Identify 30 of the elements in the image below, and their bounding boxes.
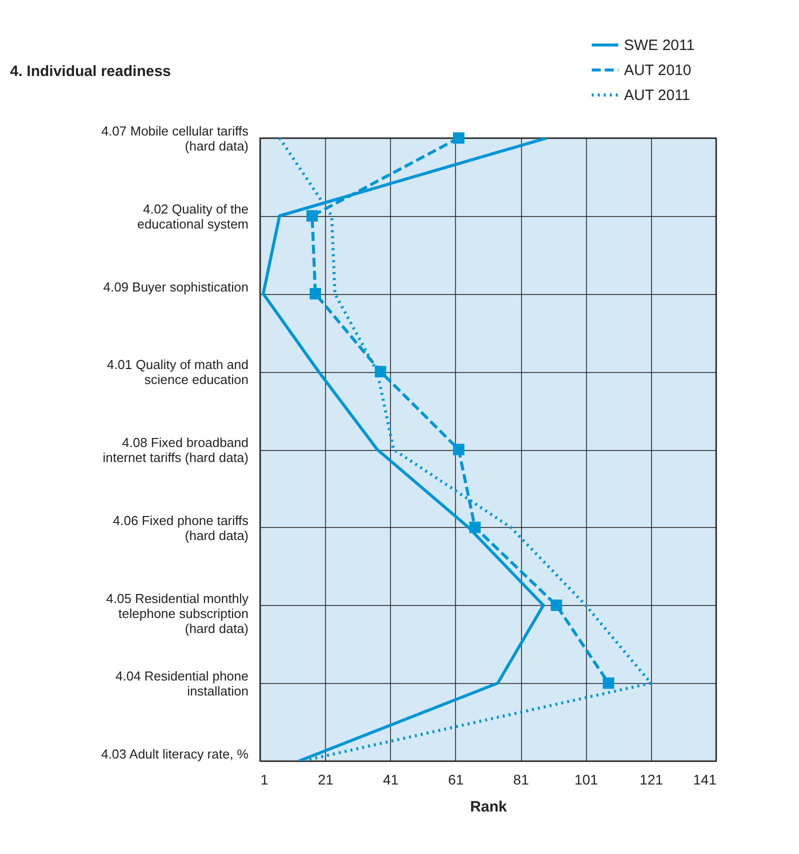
legend-label: AUT 2011 <box>624 87 690 104</box>
x-tick-label: 61 <box>448 772 464 788</box>
y-tick-label: 4.02 Quality of the educational system <box>137 201 248 232</box>
y-tick-label: 4.08 Fixed broadband internet tariffs (hard data) <box>102 435 248 465</box>
x-tick-label: 21 <box>318 772 334 788</box>
point <box>602 677 614 689</box>
legend-label: SWE 2011 <box>624 37 695 54</box>
point <box>306 210 318 222</box>
x-tick-label: 41 <box>382 772 399 788</box>
point <box>550 600 562 611</box>
x-tick-label: 141 <box>693 772 717 788</box>
x-tick-label: 121 <box>640 772 664 788</box>
y-tick-label: 4.06 Fixed phone tariffs (hard data) <box>112 512 249 543</box>
y-tick-label: 4.09 Buyer sophistication <box>103 279 248 294</box>
point <box>452 132 464 144</box>
point <box>469 522 481 534</box>
y-tick-label: 4.05 Residential monthly telephone subscription (hard data) <box>106 590 249 636</box>
point <box>310 288 322 300</box>
y-tick-label: 4.04 Residential phone installation <box>116 668 248 699</box>
point <box>374 366 386 378</box>
y-tick-label: 4.03 Adult literacy rate, % <box>101 746 249 762</box>
x-axis-title: Rank <box>470 798 508 816</box>
legend-label: AUT 2010 <box>624 62 692 79</box>
x-tick-label: 81 <box>513 772 530 788</box>
x-tick-label: 101 <box>574 772 598 788</box>
point <box>452 444 464 456</box>
x-tick-label: 1 <box>260 772 268 788</box>
text: 4. Individual readiness <box>10 63 171 80</box>
y-tick-label: 4.07 Mobile cellular tariffs (hard data) <box>101 124 249 154</box>
y-tick-label: 4.01 Quality of math and science education <box>106 357 248 388</box>
